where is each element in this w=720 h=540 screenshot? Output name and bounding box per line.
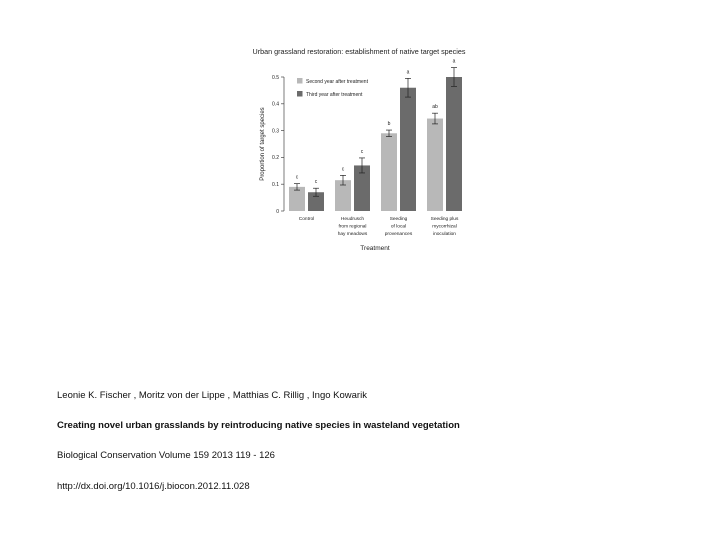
category-label: Heudrusch	[341, 216, 365, 222]
axes: 0 0.1 0.2 0.3 0.4 0.5 Control Heudrusch from reg…	[272, 75, 459, 237]
y-tick-label: 0.4	[272, 102, 279, 108]
significance-letter: c	[342, 166, 345, 172]
legend: Second year after treatment Third year af…	[297, 78, 369, 98]
legend-swatch	[297, 78, 303, 84]
y-tick-label: 0	[276, 209, 279, 215]
category-label: provenances	[385, 231, 413, 237]
significance-letter: b	[388, 121, 391, 127]
significance-letter: a	[407, 69, 410, 75]
category-label: Seeding	[390, 216, 408, 222]
significance-letter: c	[315, 179, 318, 185]
significance-letter: a	[453, 59, 456, 65]
legend-label: Second year after treatment	[306, 79, 369, 85]
citation-doi[interactable]: http://dx.doi.org/10.1016/j.biocon.2012.…	[57, 481, 250, 492]
bar	[354, 165, 370, 211]
bar	[381, 133, 397, 211]
bar	[308, 192, 324, 211]
bar	[446, 77, 462, 211]
bar	[427, 118, 443, 211]
bar	[289, 186, 305, 211]
bar	[335, 180, 351, 211]
y-tick-label: 0.2	[272, 155, 279, 161]
citation-title: Creating novel urban grasslands by reint…	[57, 420, 460, 431]
y-tick-label: 0.1	[272, 182, 279, 188]
significance-letter: c	[296, 175, 299, 181]
y-tick-label: 0.5	[272, 75, 279, 81]
legend-label: Third year after treatment	[306, 92, 363, 98]
bars: c c b ab c c a a	[289, 59, 462, 211]
category-label: Control	[299, 216, 314, 222]
chart-title: Urban grassland restoration: establishme…	[253, 47, 466, 56]
significance-letter: ab	[432, 104, 438, 110]
y-tick-label: 0.3	[272, 128, 279, 134]
citation-journal: Biological Conservation Volume 159 2013 …	[57, 450, 275, 461]
category-label: mycorrhizal	[432, 224, 457, 230]
y-axis-label: Proportion of target species	[260, 107, 266, 180]
category-label: Seeding plus	[431, 216, 459, 222]
legend-swatch	[297, 91, 303, 97]
category-label: of local	[391, 224, 406, 230]
significance-letter: c	[361, 149, 364, 155]
category-label: from regional	[339, 224, 367, 230]
citation-authors: Leonie K. Fischer , Moritz von der Lippe…	[57, 390, 367, 401]
category-label: inoculation	[433, 231, 456, 237]
bar-chart: Urban grassland restoration: establishme…	[253, 47, 466, 252]
x-axis-label: Treatment	[360, 245, 390, 252]
category-label: hay meadows	[338, 231, 368, 237]
bar	[400, 87, 416, 211]
